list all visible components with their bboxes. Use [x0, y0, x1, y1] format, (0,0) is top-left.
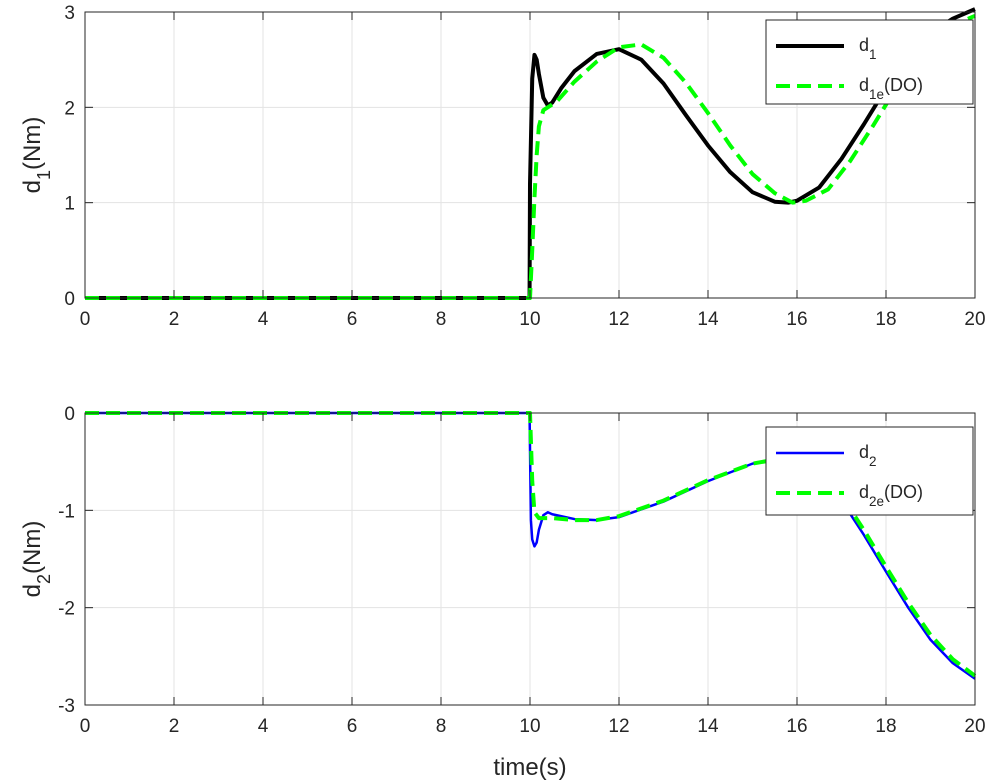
y-tick-label: 3	[64, 3, 75, 24]
x-tick-label: 4	[258, 716, 269, 737]
y-tick-label: -2	[58, 599, 75, 620]
x-tick-label: 16	[786, 309, 807, 330]
x-tick-label: 14	[697, 716, 719, 737]
x-axis-label: time(s)	[493, 754, 566, 781]
y-tick-label: 1	[64, 194, 75, 215]
x-tick-label: 2	[169, 309, 180, 330]
x-tick-label: 0	[80, 716, 91, 737]
x-tick-label: 18	[875, 309, 896, 330]
y-axis-label: d2(Nm)	[19, 521, 54, 598]
x-tick-label: 18	[875, 716, 896, 737]
series-line-d1	[85, 7, 976, 300]
legend-box	[765, 426, 974, 516]
y-tick-label: 0	[64, 289, 75, 310]
x-tick-label: 0	[80, 309, 91, 330]
legend-entry: d1	[859, 35, 877, 62]
x-tick-label: 8	[436, 716, 447, 737]
x-tick-label: 10	[519, 309, 540, 330]
legend-entry: d1e(DO)	[859, 75, 923, 102]
y-tick-label: -3	[58, 696, 75, 717]
chart-panel-2: 0 2 4 6 8 10 12 14 16 18 20-3-2-10d2(Nm)time(s)d2d…	[19, 404, 986, 781]
x-tick-label: 6	[347, 716, 358, 737]
x-tick-label: 2	[169, 716, 180, 737]
series-line-d2e	[85, 411, 977, 678]
legend-entry: d2	[859, 442, 877, 469]
y-tick-label: 2	[64, 98, 75, 119]
x-tick-label: 8	[436, 309, 447, 330]
y-tick-label: 0	[64, 404, 75, 425]
legend: d1 d1e(DO)	[765, 19, 974, 105]
x-tick-label: 20	[964, 716, 985, 737]
x-tick-label: 4	[258, 309, 269, 330]
x-tick-label: 6	[347, 309, 358, 330]
y-axis-label: d1(Nm)	[19, 117, 54, 194]
y-tick-label: -1	[58, 501, 75, 522]
x-tick-label: 10	[519, 716, 540, 737]
x-tick-label: 12	[608, 716, 629, 737]
legend: d2 d2e(DO)	[765, 426, 974, 516]
x-tick-label: 16	[786, 716, 807, 737]
legend-box	[765, 19, 974, 105]
x-tick-label: 20	[964, 309, 985, 330]
x-tick-label: 14	[697, 309, 719, 330]
x-tick-label: 12	[608, 309, 629, 330]
legend-entry: d2e(DO)	[859, 482, 923, 509]
